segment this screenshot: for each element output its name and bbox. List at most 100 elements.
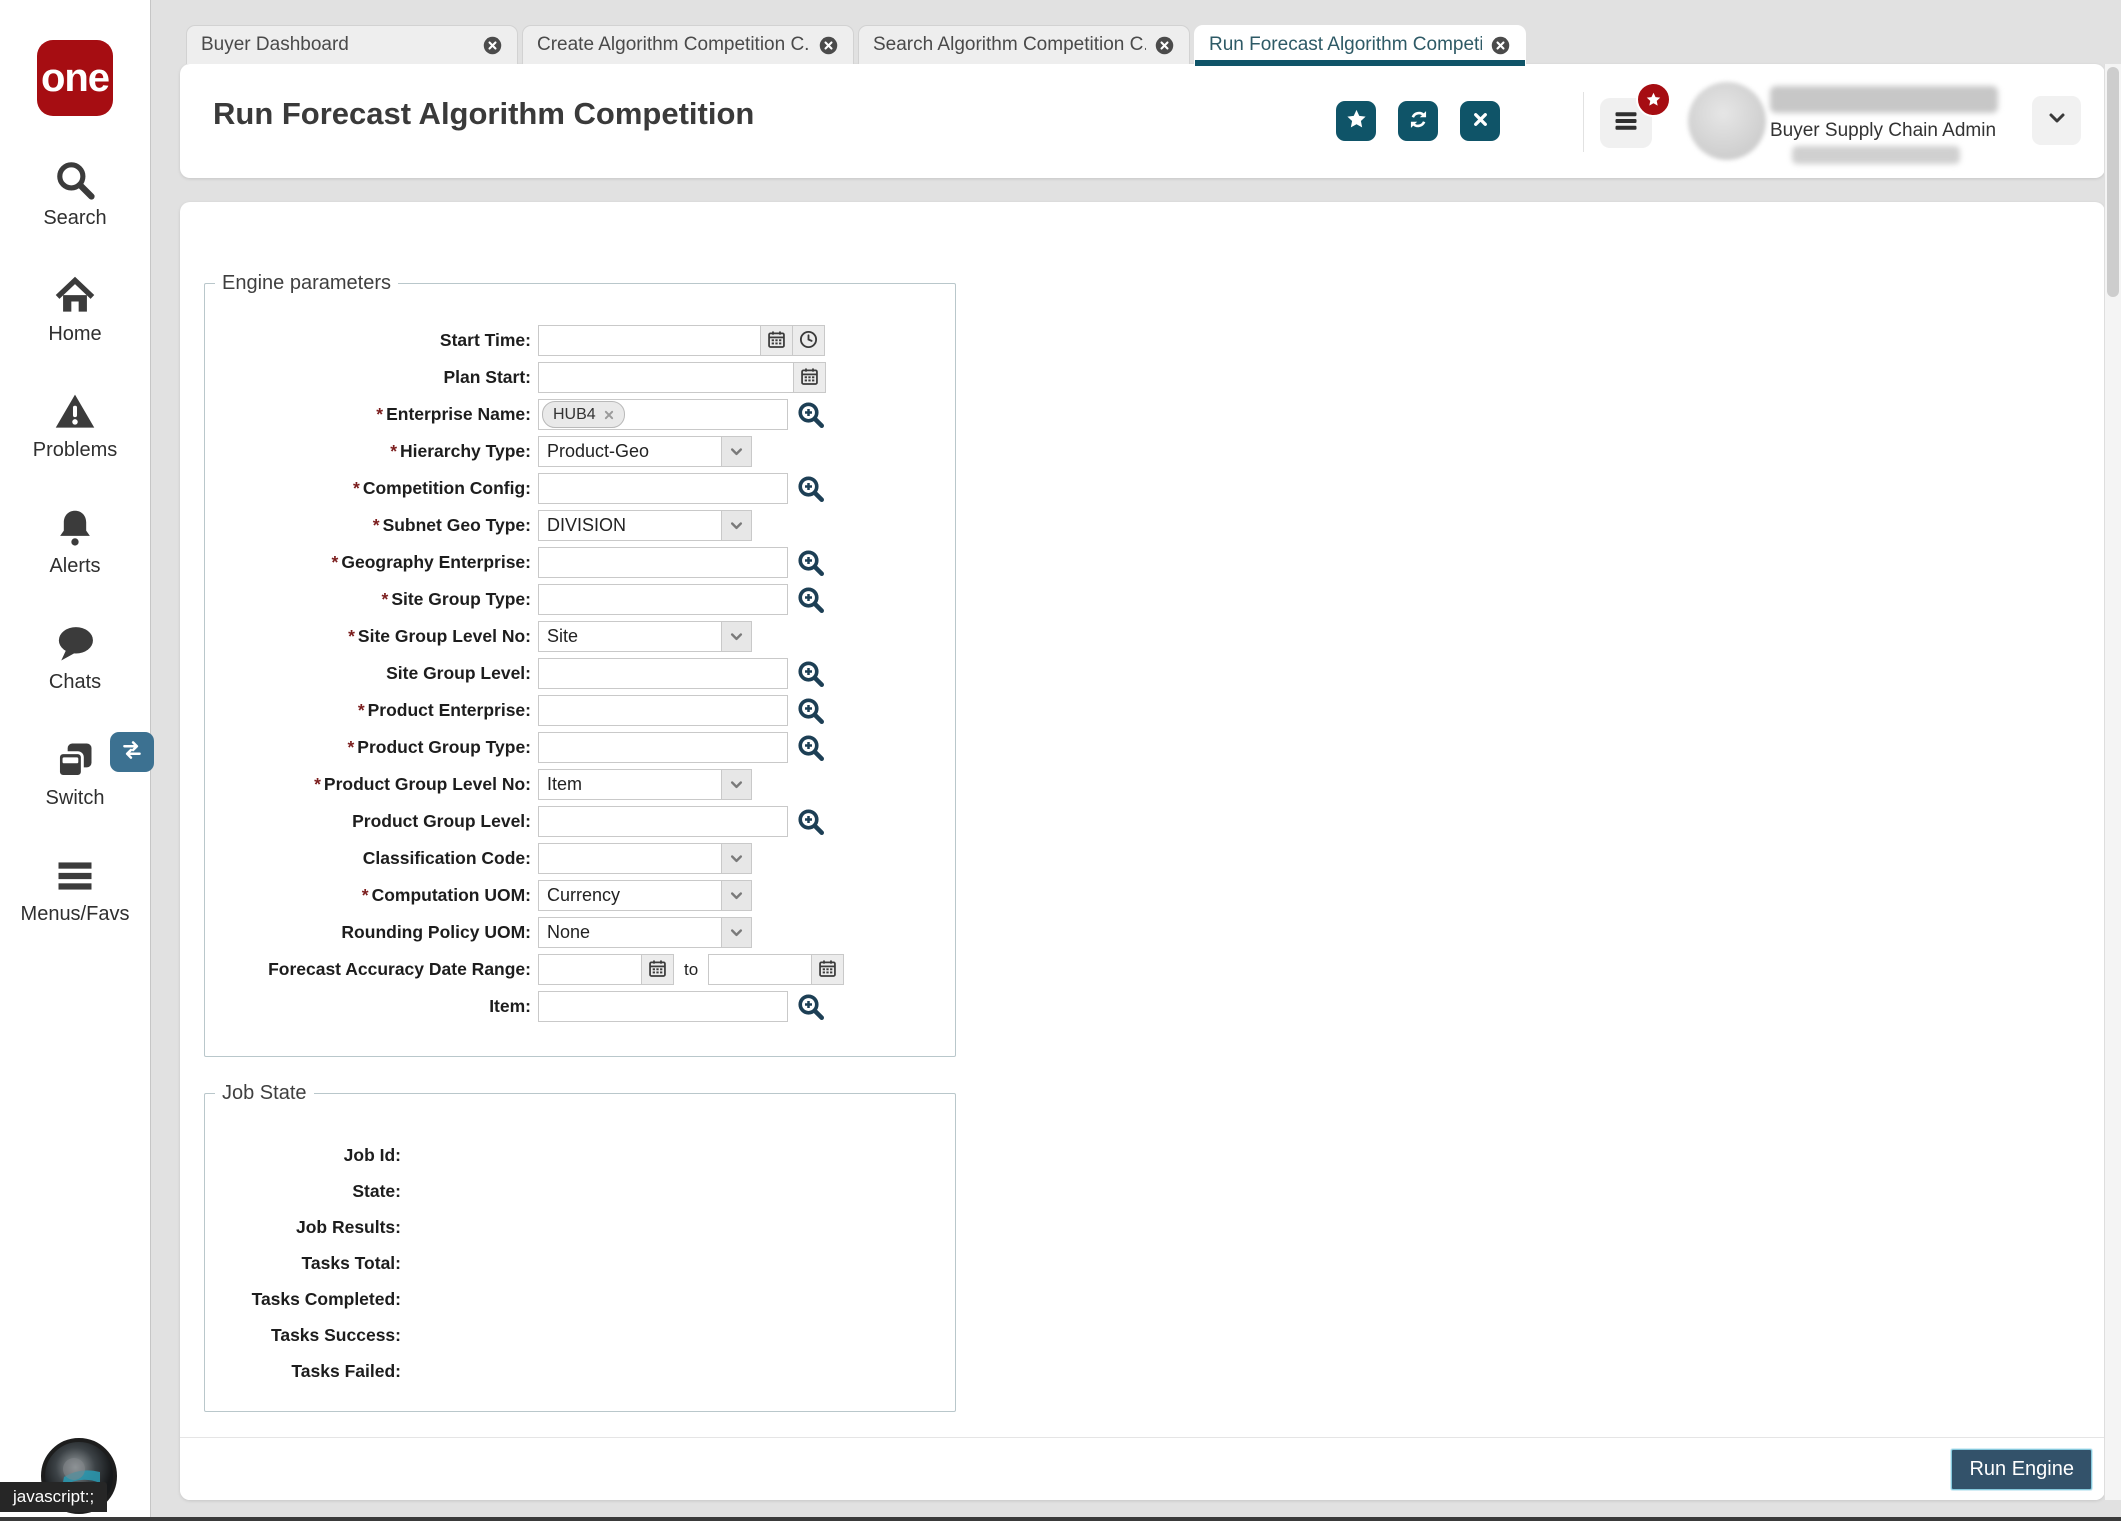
favorite-button[interactable] — [1336, 101, 1376, 141]
select-value — [539, 844, 721, 873]
user-menu-button[interactable] — [2032, 96, 2081, 145]
chevron-down-icon — [2045, 106, 2069, 135]
product-group-level-input[interactable] — [538, 806, 788, 837]
enterprise-name-input[interactable]: HUB4 — [538, 399, 788, 430]
forecast-accuracy-date-range-from-input[interactable] — [538, 954, 642, 985]
lookup-icon[interactable] — [796, 474, 826, 504]
form-row: * Product Group Type: — [205, 732, 955, 763]
tab-create-algorithm-competition-c[interactable]: Create Algorithm Competition C... — [522, 25, 854, 64]
lookup-icon[interactable] — [796, 585, 826, 615]
computation-uom-select[interactable]: Currency — [538, 880, 752, 911]
warning-icon — [53, 390, 97, 434]
plan-start-input[interactable] — [538, 362, 794, 393]
sidebar-item-problems[interactable]: Problems — [33, 390, 117, 462]
select-value: Item — [547, 774, 583, 794]
calendar-button[interactable] — [641, 954, 674, 985]
calendar-button[interactable] — [793, 362, 826, 393]
select-value: Currency — [547, 885, 621, 905]
run-engine-button[interactable]: Run Engine — [1951, 1448, 2092, 1490]
lookup-icon[interactable] — [796, 400, 826, 430]
chevron-down-icon — [721, 881, 751, 910]
context-menu-button[interactable] — [1600, 98, 1652, 148]
one-logo[interactable]: one — [37, 40, 113, 116]
sidebar-item-home[interactable]: Home — [48, 274, 102, 346]
lookup-icon[interactable] — [796, 733, 826, 763]
tab-buyer-dashboard[interactable]: Buyer Dashboard — [186, 25, 518, 64]
site-group-level-input[interactable] — [538, 658, 788, 689]
calendar-button[interactable] — [760, 325, 793, 356]
job-id-label: Job Id: — [343, 1144, 401, 1165]
form-panel: Engine parameters Start Time: Plan Start… — [180, 202, 2105, 1500]
competition-config-input[interactable] — [538, 473, 788, 504]
sidebar-item-chats[interactable]: Chats — [49, 622, 101, 694]
product-group-type-label: * Product Group Type: — [347, 737, 531, 757]
close-button[interactable] — [1460, 101, 1500, 141]
classification-code-label: Classification Code: — [362, 848, 531, 868]
calendar-icon — [647, 958, 668, 982]
geography-enterprise-input[interactable] — [538, 547, 788, 578]
product-group-level-no-select[interactable]: Item — [538, 769, 752, 800]
sidebar-item-menus-favs[interactable]: Menus/Favs — [21, 854, 129, 926]
lookup-icon[interactable] — [796, 992, 826, 1022]
job-state-row: Job Id: — [205, 1137, 955, 1173]
calendar-icon — [766, 329, 787, 353]
form-row: Product Group Level: — [205, 806, 955, 837]
required-asterisk: * — [348, 626, 355, 646]
computation-uom-label: * Computation UOM: — [361, 885, 531, 905]
rounding-policy-uom-select[interactable]: None — [538, 917, 752, 948]
form-row: * Product Enterprise: — [205, 695, 955, 726]
item-label: Item: — [489, 996, 531, 1016]
product-group-type-input[interactable] — [538, 732, 788, 763]
refresh-button[interactable] — [1398, 101, 1438, 141]
job-state-row: Tasks Completed: — [205, 1281, 955, 1317]
tab-search-algorithm-competition-c[interactable]: Search Algorithm Competition C... — [858, 25, 1190, 64]
scrollbar-thumb[interactable] — [2107, 67, 2119, 297]
calendar-button[interactable] — [811, 954, 845, 985]
sidebar-item-search[interactable]: Search — [43, 158, 107, 230]
required-asterisk: * — [372, 515, 380, 535]
tasks-failed-label: Tasks Failed: — [291, 1360, 401, 1381]
chevron-down-icon — [721, 770, 751, 799]
clock-button[interactable] — [792, 325, 825, 356]
product-enterprise-input[interactable] — [538, 695, 788, 726]
lookup-icon[interactable] — [796, 807, 826, 837]
tab-close-icon[interactable] — [1154, 35, 1175, 56]
tag-label: HUB4 — [553, 405, 596, 423]
hierarchy-type-select[interactable]: Product-Geo — [538, 436, 752, 467]
tasks-success-label: Tasks Success: — [270, 1324, 401, 1345]
subnet-geo-type-select[interactable]: DIVISION — [538, 510, 752, 541]
product-group-level-no-label: * Product Group Level No: — [314, 774, 531, 794]
lookup-icon[interactable] — [796, 548, 826, 578]
classification-code-select[interactable] — [538, 843, 752, 874]
select-value: Product-Geo — [547, 441, 650, 461]
site-group-level-no-select[interactable]: Site — [538, 621, 752, 652]
swap-arrows-icon — [119, 737, 145, 768]
required-asterisk: * — [353, 478, 360, 498]
job-state-row: Tasks Failed: — [205, 1353, 955, 1389]
site-group-level-no-label: * Site Group Level No: — [348, 626, 531, 646]
subnet-geo-type-label: * Subnet Geo Type: — [372, 515, 531, 535]
tab-close-icon[interactable] — [482, 35, 503, 56]
user-name-blurred — [1770, 86, 1998, 113]
forecast-accuracy-date-range-to-input[interactable] — [708, 954, 813, 985]
scrollbar[interactable] — [2104, 64, 2121, 1500]
tasks-completed-label: Tasks Completed: — [251, 1288, 401, 1309]
lookup-icon[interactable] — [796, 696, 826, 726]
tab-close-icon[interactable] — [818, 35, 839, 56]
swap-arrows-badge[interactable] — [109, 732, 154, 772]
tab-run-forecast-algorithm-competi[interactable]: Run Forecast Algorithm Competi... — [1194, 25, 1526, 66]
item-input[interactable] — [538, 991, 788, 1022]
menu-icon — [53, 854, 97, 898]
start-time-input[interactable] — [538, 325, 761, 356]
job-state-row: Tasks Total: — [205, 1245, 955, 1281]
remove-tag-icon[interactable] — [602, 408, 616, 422]
sidebar-item-alerts[interactable]: Alerts — [49, 506, 101, 578]
clock-icon — [798, 329, 819, 353]
site-group-type-input[interactable] — [538, 584, 788, 615]
form-row: * Site Group Type: — [205, 584, 955, 615]
sidebar-item-switch[interactable]: Switch — [46, 732, 154, 810]
tab-close-icon[interactable] — [1490, 35, 1511, 56]
lookup-icon[interactable] — [796, 659, 826, 689]
switch-icon — [53, 738, 97, 782]
chevron-down-icon — [721, 844, 751, 873]
